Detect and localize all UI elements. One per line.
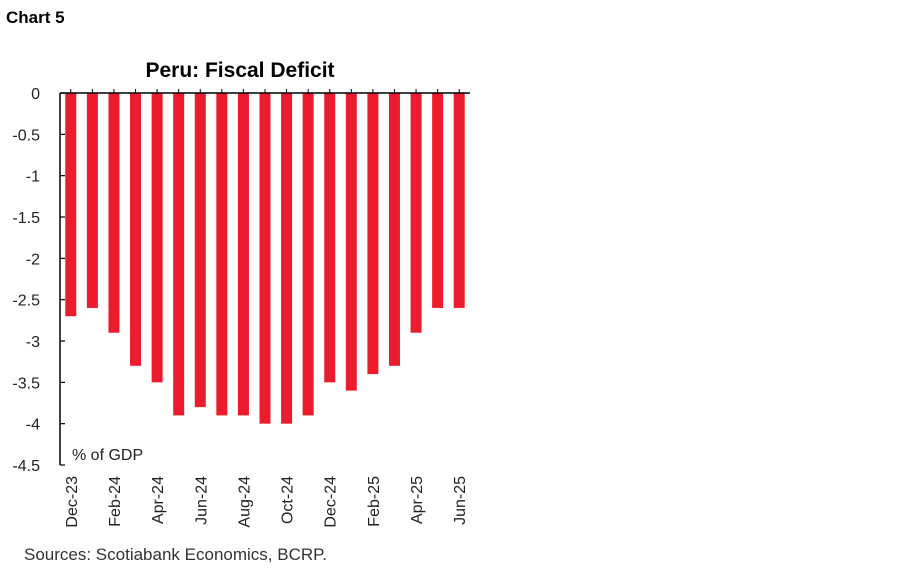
y-tick-label: -1.5 — [12, 210, 40, 227]
y-tick-label: -3 — [26, 334, 40, 351]
x-tick-label: Jun-24 — [193, 476, 210, 525]
bar-Oct-24 — [281, 93, 293, 424]
x-tick-label: Dec-24 — [323, 476, 340, 528]
y-tick-label: -0.5 — [12, 127, 40, 144]
bar-May-25 — [432, 93, 444, 308]
y-tick-label: -2.5 — [12, 293, 40, 310]
bar-Sep-24 — [259, 93, 271, 424]
bar-Jul-24 — [216, 93, 228, 416]
bar-Jan-24 — [86, 93, 98, 308]
bar-Apr-25 — [410, 93, 422, 333]
y-tick-label: -4.5 — [12, 458, 40, 475]
x-tick-label: Jun-25 — [452, 476, 469, 525]
y-axis-unit-label: % of GDP — [72, 447, 143, 464]
source-note: Sources: Scotiabank Economics, BCRP. — [24, 545, 327, 564]
bar-Mar-24 — [130, 93, 142, 366]
bar-Dec-24 — [324, 93, 336, 383]
x-tick-label: Dec-23 — [64, 476, 81, 528]
bar-Jun-24 — [194, 93, 206, 408]
bar-Feb-25 — [367, 93, 379, 375]
bar-Apr-24 — [151, 93, 163, 383]
y-tick-label: -3.5 — [12, 375, 40, 392]
x-tick-label: Feb-25 — [366, 476, 383, 527]
bar-Feb-24 — [108, 93, 120, 333]
x-tick-label: Apr-24 — [150, 476, 167, 524]
y-tick-label: -2 — [26, 251, 40, 268]
x-tick-label: Apr-25 — [409, 476, 426, 524]
bar-Jun-25 — [453, 93, 465, 308]
chart-label: Chart 5 — [6, 8, 65, 27]
x-tick-label: Aug-24 — [236, 476, 253, 528]
y-tick-label: -4 — [26, 417, 40, 434]
chart-title: Peru: Fiscal Deficit — [145, 59, 334, 82]
bar-Dec-23 — [65, 93, 77, 317]
bar-Mar-25 — [388, 93, 400, 366]
bar-May-24 — [173, 93, 185, 416]
bar-Jan-25 — [345, 93, 357, 391]
x-tick-label: Oct-24 — [280, 476, 297, 524]
bar-Nov-24 — [302, 93, 314, 416]
x-tick-label: Feb-24 — [107, 476, 124, 527]
y-tick-label: 0 — [31, 86, 40, 103]
bar-Aug-24 — [237, 93, 249, 416]
y-tick-label: -1 — [26, 169, 40, 186]
